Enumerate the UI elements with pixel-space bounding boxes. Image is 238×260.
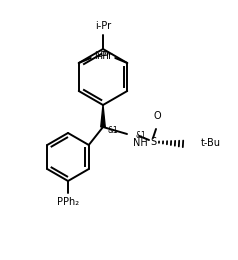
Text: O: O — [153, 111, 161, 121]
Text: PPh₂: PPh₂ — [57, 197, 79, 207]
Polygon shape — [101, 105, 105, 127]
Text: &1: &1 — [107, 126, 118, 135]
Text: NH: NH — [133, 138, 148, 148]
Text: S: S — [150, 137, 156, 147]
Text: i-Pr: i-Pr — [95, 21, 111, 31]
Text: &1: &1 — [135, 132, 146, 140]
Text: t-Bu: t-Bu — [201, 138, 221, 148]
Text: i-Pr: i-Pr — [96, 51, 112, 61]
Text: i-Pr: i-Pr — [94, 51, 110, 61]
